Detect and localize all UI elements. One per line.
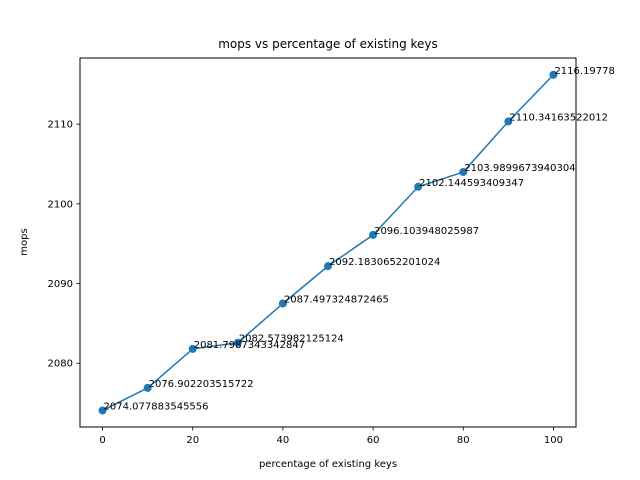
y-axis: 2080 2090 2100 2110 (48, 120, 80, 370)
data-label: 2074.077883545556 (104, 401, 209, 412)
data-point (278, 299, 287, 308)
data-label: 2102.144593409347 (419, 178, 524, 189)
data-label: 2076.902203515722 (149, 379, 254, 390)
y-tick-label: 2090 (48, 279, 73, 290)
data-point (369, 230, 378, 239)
data-label: 2081.7987343342847 (194, 340, 305, 351)
data-point (143, 383, 152, 392)
y-axis-label: mops (19, 228, 30, 255)
y-tick-label: 2100 (48, 199, 73, 210)
data-label: 2116.19778 (554, 66, 614, 77)
data-label: 2087.497324872465 (284, 294, 389, 305)
data-point (233, 338, 242, 347)
data-label: 2103.9899673940304 (464, 163, 575, 174)
data-label: 2110.34163522012 (509, 112, 608, 123)
x-tick-label: 0 (99, 435, 105, 446)
data-point (98, 406, 107, 415)
x-axis: 0 20 40 60 80 100 (99, 427, 563, 446)
data-point (549, 70, 558, 79)
x-tick-label: 20 (186, 435, 199, 446)
data-point (414, 182, 423, 191)
plot-frame (79, 57, 577, 428)
data-point (504, 117, 513, 126)
chart-title: mops vs percentage of existing keys (218, 37, 438, 51)
x-axis-label: percentage of existing keys (259, 459, 397, 470)
x-tick-label: 60 (367, 435, 380, 446)
x-tick-label: 40 (277, 435, 290, 446)
x-tick-label: 100 (544, 435, 563, 446)
y-tick-label: 2110 (48, 120, 73, 131)
data-label: 2096.103948025987 (374, 226, 479, 237)
data-point (459, 168, 468, 177)
y-tick-label: 2080 (48, 359, 73, 370)
data-point (324, 262, 332, 271)
plot-area: 2074.077883545556 2076.902203515722 2081.7… (98, 66, 615, 415)
data-point (188, 344, 197, 353)
data-label: 2082.573982125124 (239, 334, 344, 345)
data-label: 2092.1830652201024 (329, 257, 440, 268)
x-tick-label: 80 (457, 435, 470, 446)
